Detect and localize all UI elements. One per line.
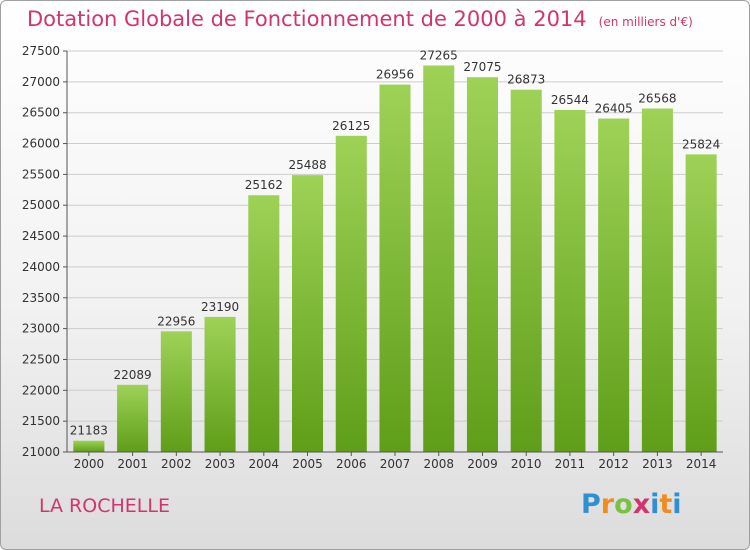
bar-2012 <box>598 118 630 453</box>
x-tick-label-2005: 2005 <box>292 457 323 471</box>
data-label-2011: 26544 <box>551 93 589 107</box>
unit-label: (en milliers d'€) <box>598 15 693 29</box>
y-axis-ticks: 21000 21500 22000 22500 23000 23500 24000 24500… <box>22 44 67 459</box>
x-tick-label-2010: 2010 <box>511 457 542 471</box>
bar-2007 <box>379 84 411 453</box>
data-label-2000: 21183 <box>70 424 108 438</box>
data-label-2012: 26405 <box>595 102 633 116</box>
bar-2003 <box>204 316 236 452</box>
bar-2004 <box>248 195 280 452</box>
chart-title: Dotation Globale de Fonctionnement de 20… <box>27 7 693 31</box>
x-tick-label-2006: 2006 <box>336 457 367 471</box>
data-label-2004: 25162 <box>245 178 283 192</box>
bar-2002 <box>160 331 192 452</box>
y-tick-label: 22500 <box>22 352 60 366</box>
y-tick-label: 24500 <box>22 229 60 243</box>
data-label-2006: 26125 <box>332 119 370 133</box>
y-tick-label: 25000 <box>22 198 60 212</box>
x-tick-label-2003: 2003 <box>205 457 236 471</box>
data-label-2002: 22956 <box>157 314 195 328</box>
bar-2001 <box>117 384 149 452</box>
x-tick-label-2009: 2009 <box>467 457 498 471</box>
data-label-2003: 23190 <box>201 300 239 314</box>
bar-2005 <box>292 175 324 452</box>
x-tick-label-2007: 2007 <box>380 457 411 471</box>
data-labels: 21183 22089 22956 23190 25162 25488 26125 26956… <box>70 48 720 437</box>
x-tick-label-2012: 2012 <box>598 457 629 471</box>
y-tick-label: 23000 <box>22 322 60 336</box>
data-label-2014: 25824 <box>682 137 720 151</box>
title-text: Dotation Globale de Fonctionnement de 20… <box>27 7 587 31</box>
x-tick-label-2014: 2014 <box>686 457 717 471</box>
y-tick-label: 22000 <box>22 383 60 397</box>
x-tick-label-2004: 2004 <box>249 457 280 471</box>
y-tick-label: 21500 <box>22 414 60 428</box>
bar-2014 <box>685 154 717 452</box>
data-label-2008: 27265 <box>420 48 458 62</box>
commune-name: LA ROCHELLE <box>39 495 170 517</box>
bar-2008 <box>423 65 455 453</box>
bars <box>73 65 717 453</box>
x-axis-ticks: 2000 2001 2002 2003 2004 2005 2006 2007 2008 2009… <box>74 452 717 471</box>
data-label-2005: 25488 <box>288 158 326 172</box>
y-tick-label: 27000 <box>22 75 60 89</box>
y-tick-label: 21000 <box>22 445 60 459</box>
x-tick-label-2000: 2000 <box>74 457 105 471</box>
data-label-2013: 26568 <box>638 91 676 105</box>
x-tick-label-2013: 2013 <box>642 457 673 471</box>
y-tick-label: 23500 <box>22 291 60 305</box>
data-label-2010: 26873 <box>507 73 545 87</box>
x-tick-label-2002: 2002 <box>161 457 192 471</box>
bar-2000 <box>73 440 105 452</box>
bar-2009 <box>466 77 498 452</box>
y-tick-label: 25500 <box>22 167 60 181</box>
bar-2011 <box>554 109 586 452</box>
x-tick-label-2001: 2001 <box>117 457 148 471</box>
y-tick-label: 27500 <box>22 44 60 58</box>
bar-2006 <box>335 135 367 453</box>
x-tick-label-2011: 2011 <box>555 457 586 471</box>
data-label-2009: 27075 <box>463 60 501 74</box>
data-label-2001: 22089 <box>114 368 152 382</box>
y-tick-label: 26500 <box>22 106 60 120</box>
proxiti-logo: Proxiti <box>581 489 682 520</box>
x-tick-label-2008: 2008 <box>423 457 454 471</box>
data-label-2007: 26956 <box>376 68 414 82</box>
y-tick-label: 24000 <box>22 260 60 274</box>
bar-2010 <box>510 89 542 452</box>
y-tick-label: 26000 <box>22 137 60 151</box>
bar-2013 <box>641 108 673 453</box>
